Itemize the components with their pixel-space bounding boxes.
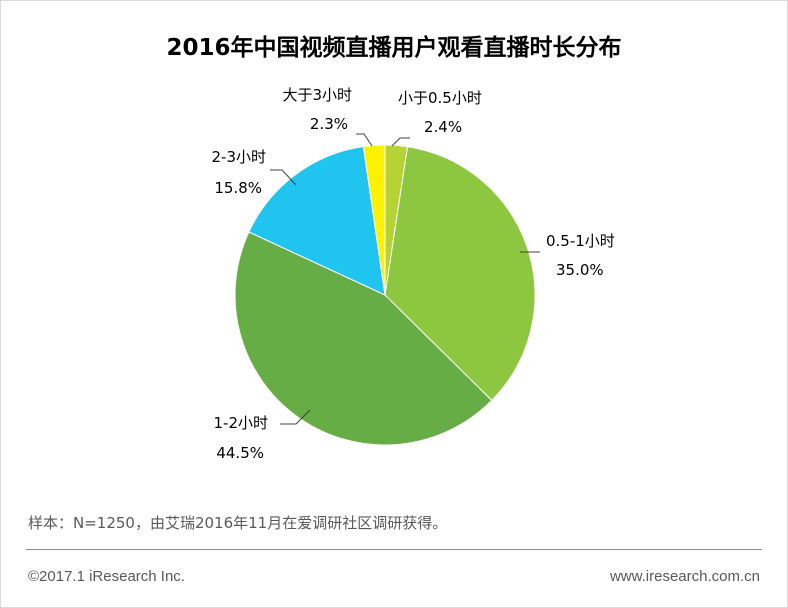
pie-slice [362,144,386,296]
website-url: www.iresearch.com.cn [609,568,760,585]
slice-value-label: 15.8% [214,179,262,197]
slice-value-label: 2.4% [424,118,462,136]
pie-slice [248,145,386,296]
slice-value-label: 35.0% [556,261,604,279]
leader-line [280,409,311,425]
copyright-text: ©2017.1 iResearch Inc. [28,568,185,585]
slice-label: 2-3小时 [212,148,267,166]
footer-divider [26,549,762,550]
slice-value-label: 44.5% [216,444,264,462]
slice-label: 小于0.5小时 [398,89,482,107]
leader-line [391,137,410,147]
pie-slice [234,231,493,446]
slice-label: 1-2小时 [214,414,269,432]
slice-value-label: 2.3% [310,115,348,133]
sample-note: 样本：N=1250，由艾瑞2016年11月在爱调研社区调研获得。 [28,514,448,532]
slice-label: 大于3小时 [282,86,352,104]
pie-slice [384,146,536,402]
chart-title: 2016年中国视频直播用户观看直播时长分布 [166,35,622,61]
leader-line [356,133,373,147]
slice-label: 0.5-1小时 [546,232,615,250]
leader-line [270,169,297,186]
